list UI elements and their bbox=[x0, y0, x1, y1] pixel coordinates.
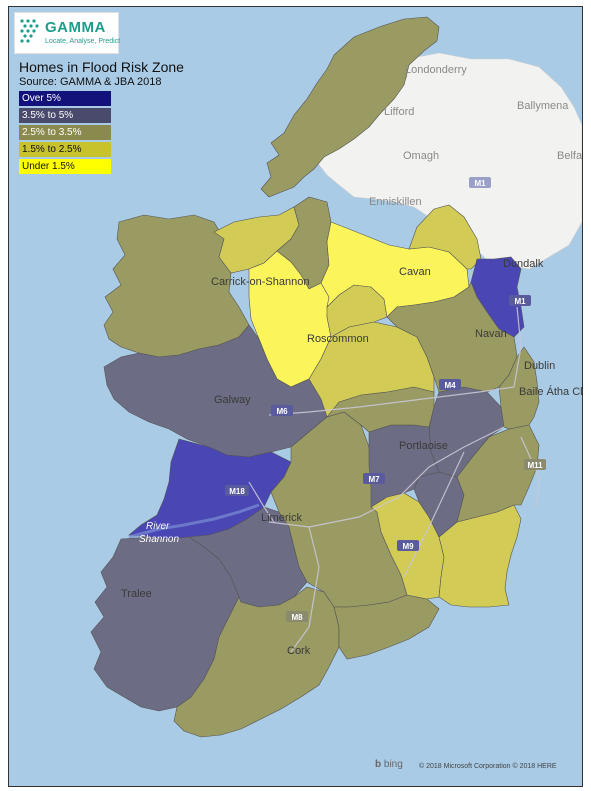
road-label-m11: M11 bbox=[527, 461, 543, 470]
place-omagh: Omagh bbox=[403, 150, 439, 162]
road-label-m1: M1 bbox=[514, 297, 526, 306]
legend-swatch-3-5-to-5 bbox=[19, 108, 111, 123]
road-label-m9: M9 bbox=[402, 542, 414, 551]
legend-items: Over 5% 3.5% to 5% 2.5% to 3.5% 1.5% to … bbox=[19, 91, 184, 175]
legend-swatch-2-5-to-3-5 bbox=[19, 125, 111, 140]
place-galway: Galway bbox=[214, 394, 251, 406]
legend-item-2-5-to-3-5: 2.5% to 3.5% bbox=[19, 125, 111, 141]
flood-risk-map[interactable]: M6 M18 M7 M9 M8 M1 M1 M4 bbox=[9, 7, 582, 786]
road-label-m6: M6 bbox=[276, 407, 288, 416]
road-shield-m18: M18 bbox=[225, 485, 249, 496]
county-wicklow[interactable] bbox=[456, 424, 540, 523]
place-londonderry: Londonderry bbox=[405, 64, 467, 76]
road-shield-m6: M6 bbox=[271, 405, 293, 416]
legend-item-under-1-5: Under 1.5% bbox=[19, 159, 111, 175]
legend-label-3-5-to-5: 3.5% to 5% bbox=[22, 110, 74, 121]
legend-item-3-5-to-5: 3.5% to 5% bbox=[19, 108, 111, 124]
gamma-logo: GAMMA Locate, Analyse, Predict bbox=[14, 12, 121, 54]
legend-label-under-1-5: Under 1.5% bbox=[22, 161, 75, 172]
place-tralee: Tralee bbox=[121, 588, 152, 600]
place-limerick: Limerick bbox=[261, 512, 302, 524]
motorways bbox=[248, 306, 540, 653]
legend-label-2-5-to-3-5: 2.5% to 3.5% bbox=[22, 127, 82, 138]
county-westmeath[interactable] bbox=[308, 321, 435, 418]
county-waterford[interactable] bbox=[333, 594, 440, 660]
county-donegal[interactable] bbox=[260, 16, 440, 198]
legend-swatch-1-5-to-2-5 bbox=[19, 142, 111, 157]
county-dublin[interactable] bbox=[498, 346, 540, 430]
road-label-m18: M18 bbox=[229, 487, 245, 496]
road-shield-m8: M8 bbox=[286, 611, 308, 622]
road-shield-m1: M1 bbox=[509, 295, 531, 306]
county-cork[interactable] bbox=[173, 586, 340, 738]
place-roscommon: Roscommon bbox=[307, 333, 369, 345]
place-carrick-on-shannon: Carrick-on-Shannon bbox=[211, 276, 309, 288]
legend-label-over-5: Over 5% bbox=[22, 93, 61, 104]
legend-swatch-over-5 bbox=[19, 91, 111, 106]
legend-item-over-5: Over 5% bbox=[19, 91, 111, 107]
road-shield-m11: M11 bbox=[524, 459, 546, 470]
place-shannon: Shannon bbox=[139, 534, 179, 545]
place-ballymena: Ballymena bbox=[517, 100, 569, 112]
place-enniskillen: Enniskillen bbox=[369, 196, 422, 208]
road-shield-m9: M9 bbox=[397, 540, 419, 551]
place-cavan: Cavan bbox=[399, 266, 431, 278]
place-river: River bbox=[146, 521, 170, 532]
bing-icon: b bbox=[375, 759, 382, 770]
legend-label-1-5-to-2-5: 1.5% to 2.5% bbox=[22, 144, 82, 155]
legend-title: Homes in Flood Risk Zone bbox=[19, 59, 184, 75]
road-shield-m7: M7 bbox=[363, 473, 385, 484]
gamma-logo-wordmark: GAMMA bbox=[45, 19, 106, 36]
place-belfast: Belfa bbox=[557, 150, 582, 162]
map-legend: Homes in Flood Risk Zone Source: GAMMA &… bbox=[19, 59, 184, 175]
gamma-logo-icon bbox=[20, 19, 39, 43]
gamma-logo-tagline: Locate, Analyse, Predict bbox=[45, 38, 121, 45]
place-cork: Cork bbox=[287, 645, 311, 657]
bing-wordmark: bing bbox=[383, 759, 403, 770]
place-portlaoise: Portlaoise bbox=[399, 440, 448, 452]
legend-source: Source: GAMMA & JBA 2018 bbox=[19, 76, 162, 88]
place-lifford: Lifford bbox=[384, 106, 414, 118]
legend-swatch-under-1-5 bbox=[19, 159, 111, 174]
map-copyright: © 2018 Microsoft Corporation © 2018 HERE bbox=[419, 763, 557, 770]
county-meath[interactable] bbox=[386, 281, 518, 393]
bing-logo: b bing bbox=[375, 759, 403, 770]
county-monaghan[interactable] bbox=[408, 204, 482, 270]
road-shield-m1-ni: M1 bbox=[469, 177, 491, 188]
road-label-m8: M8 bbox=[291, 613, 303, 622]
road-label-m1-ni: M1 bbox=[474, 179, 486, 188]
place-dundalk: Dundalk bbox=[503, 258, 544, 270]
road-label-m4: M4 bbox=[444, 381, 456, 390]
road-label-m7: M7 bbox=[368, 475, 380, 484]
place-navan: Navan bbox=[475, 328, 507, 340]
map-frame: M6 M18 M7 M9 M8 M1 M1 M4 bbox=[8, 6, 583, 787]
legend-item-1-5-to-2-5: 1.5% to 2.5% bbox=[19, 142, 111, 158]
shannon-estuary bbox=[128, 503, 260, 539]
place-dublin: Dublin bbox=[524, 360, 555, 372]
place-baile-atha-cliath: Baile Átha Cl bbox=[519, 385, 582, 398]
road-shield-m4: M4 bbox=[439, 379, 461, 390]
